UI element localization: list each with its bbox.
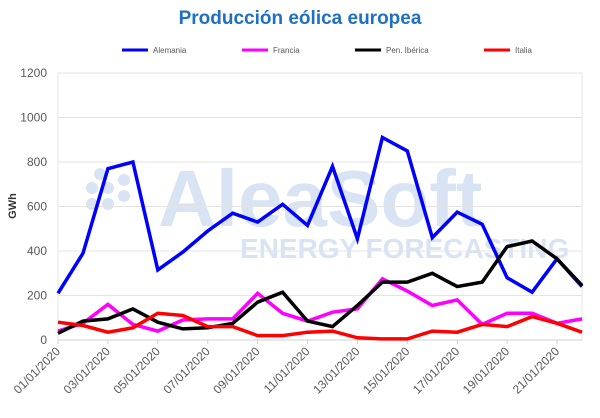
x-tick-label: 17/01/2020 bbox=[410, 344, 463, 397]
y-tick-label: 200 bbox=[27, 289, 47, 303]
series-line-francia bbox=[57, 276, 583, 333]
legend-label: Alemania bbox=[153, 46, 187, 55]
y-tick-label: 0 bbox=[40, 333, 47, 347]
y-tick-label: 600 bbox=[27, 200, 47, 214]
series-line-pen-ib-rica bbox=[57, 239, 584, 335]
x-tick-label: 15/01/2020 bbox=[360, 344, 413, 397]
x-tick-label: 09/01/2020 bbox=[210, 344, 263, 397]
y-tick-label: 1200 bbox=[20, 66, 47, 80]
x-tick-label: 11/01/2020 bbox=[261, 344, 313, 396]
chart-title: Producción eólica europea bbox=[178, 8, 422, 29]
legend-label: Italia bbox=[515, 46, 532, 55]
series-line-alemania bbox=[56, 134, 584, 295]
x-tick-label: 21/01/2020 bbox=[510, 344, 563, 397]
watermark-dot bbox=[118, 190, 130, 202]
watermark-dot bbox=[118, 174, 130, 186]
x-tick-label: 01/01/2020 bbox=[11, 344, 64, 397]
y-tick-label: 800 bbox=[27, 155, 47, 169]
y-axis-label: GWh bbox=[7, 193, 19, 219]
x-tick-label: 05/01/2020 bbox=[111, 344, 164, 397]
watermark-tagline: ENERGY FORECASTING bbox=[240, 233, 569, 264]
watermark-dot bbox=[102, 198, 114, 210]
legend-label: Francia bbox=[273, 46, 300, 55]
x-tick-label: 19/01/2020 bbox=[460, 344, 513, 397]
y-tick-label: 400 bbox=[27, 244, 47, 258]
watermark-dot bbox=[86, 182, 98, 194]
legend-label: Pen. Ibérica bbox=[386, 46, 429, 55]
x-tick-label: 03/01/2020 bbox=[61, 344, 114, 397]
watermark-dot bbox=[102, 182, 114, 194]
y-tick-label: 1000 bbox=[20, 111, 47, 125]
watermark-dot bbox=[94, 168, 106, 180]
x-tick-label: 13/01/2020 bbox=[310, 344, 363, 397]
x-tick-label: 07/01/2020 bbox=[160, 344, 213, 397]
series-line-italia bbox=[57, 311, 583, 341]
